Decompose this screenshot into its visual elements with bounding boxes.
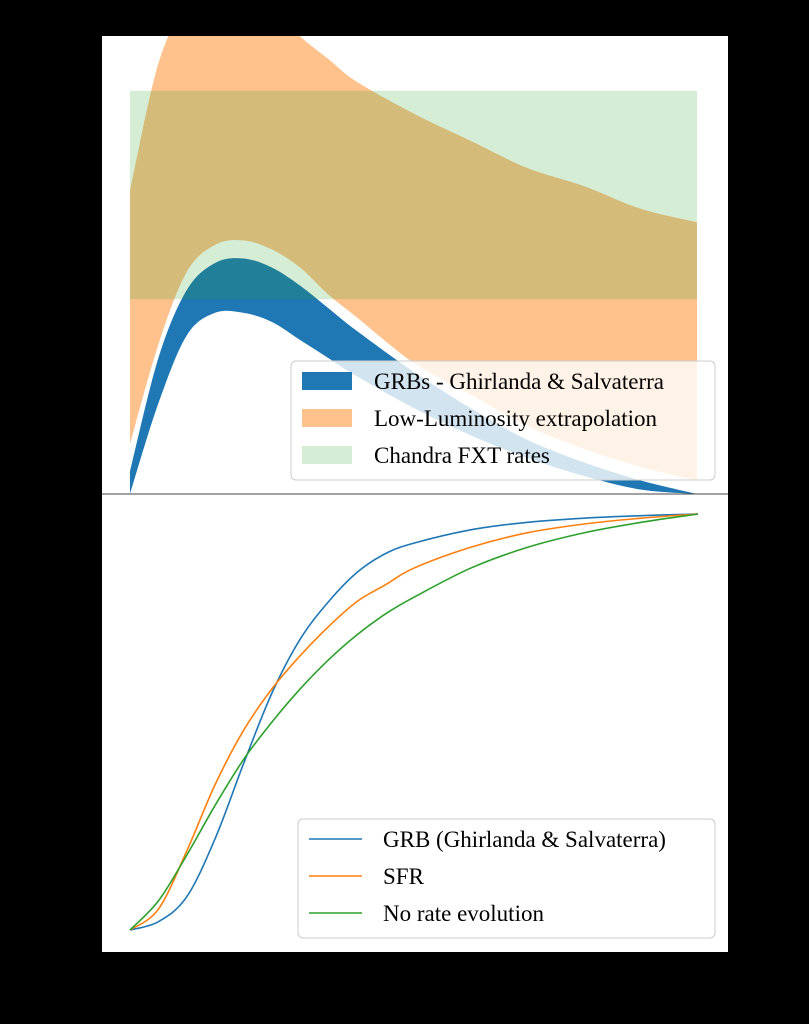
top-panel: GRBs - Ghirlanda & Salvaterra Low-Luminos… (102, 36, 728, 494)
bottom-legend: GRB (Ghirlanda & Salvaterra) SFR No rate e… (297, 818, 716, 939)
line-no-rate-evolution (129, 513, 699, 931)
legend-label-grbs-ghirlanda-salvaterra: GRBs - Ghirlanda & Salvaterra (374, 369, 664, 394)
legend-marker-grbs-ghirlanda-salvaterra (302, 372, 352, 390)
bottom-legend-frame (297, 818, 716, 939)
line-grb-ghirlanda-salvaterra (129, 513, 699, 931)
legend-marker-chandra-fxt-rates (302, 446, 352, 464)
legend-label-sfr: SFR (383, 864, 425, 889)
legend-label-chandra-fxt-rates: Chandra FXT rates (374, 443, 550, 468)
legend-marker-low-luminosity-extrapolation (302, 409, 352, 427)
legend-label-no-rate-evolution: No rate evolution (383, 901, 544, 926)
bottom-panel: GRB (Ghirlanda & Salvaterra) SFR No rate e… (102, 494, 728, 952)
bottom-plot-area (129, 513, 699, 931)
top-legend: GRBs - Ghirlanda & Salvaterra Low-Luminos… (290, 360, 716, 481)
line-sfr (129, 513, 699, 931)
top-legend-frame (290, 360, 716, 481)
band-chandra-fxt-rates (130, 90, 697, 300)
legend-label-grb-ghirlanda-salvaterra: GRB (Ghirlanda & Salvaterra) (383, 827, 666, 852)
legend-label-low-luminosity-extrapolation: Low-Luminosity extrapolation (374, 406, 657, 431)
